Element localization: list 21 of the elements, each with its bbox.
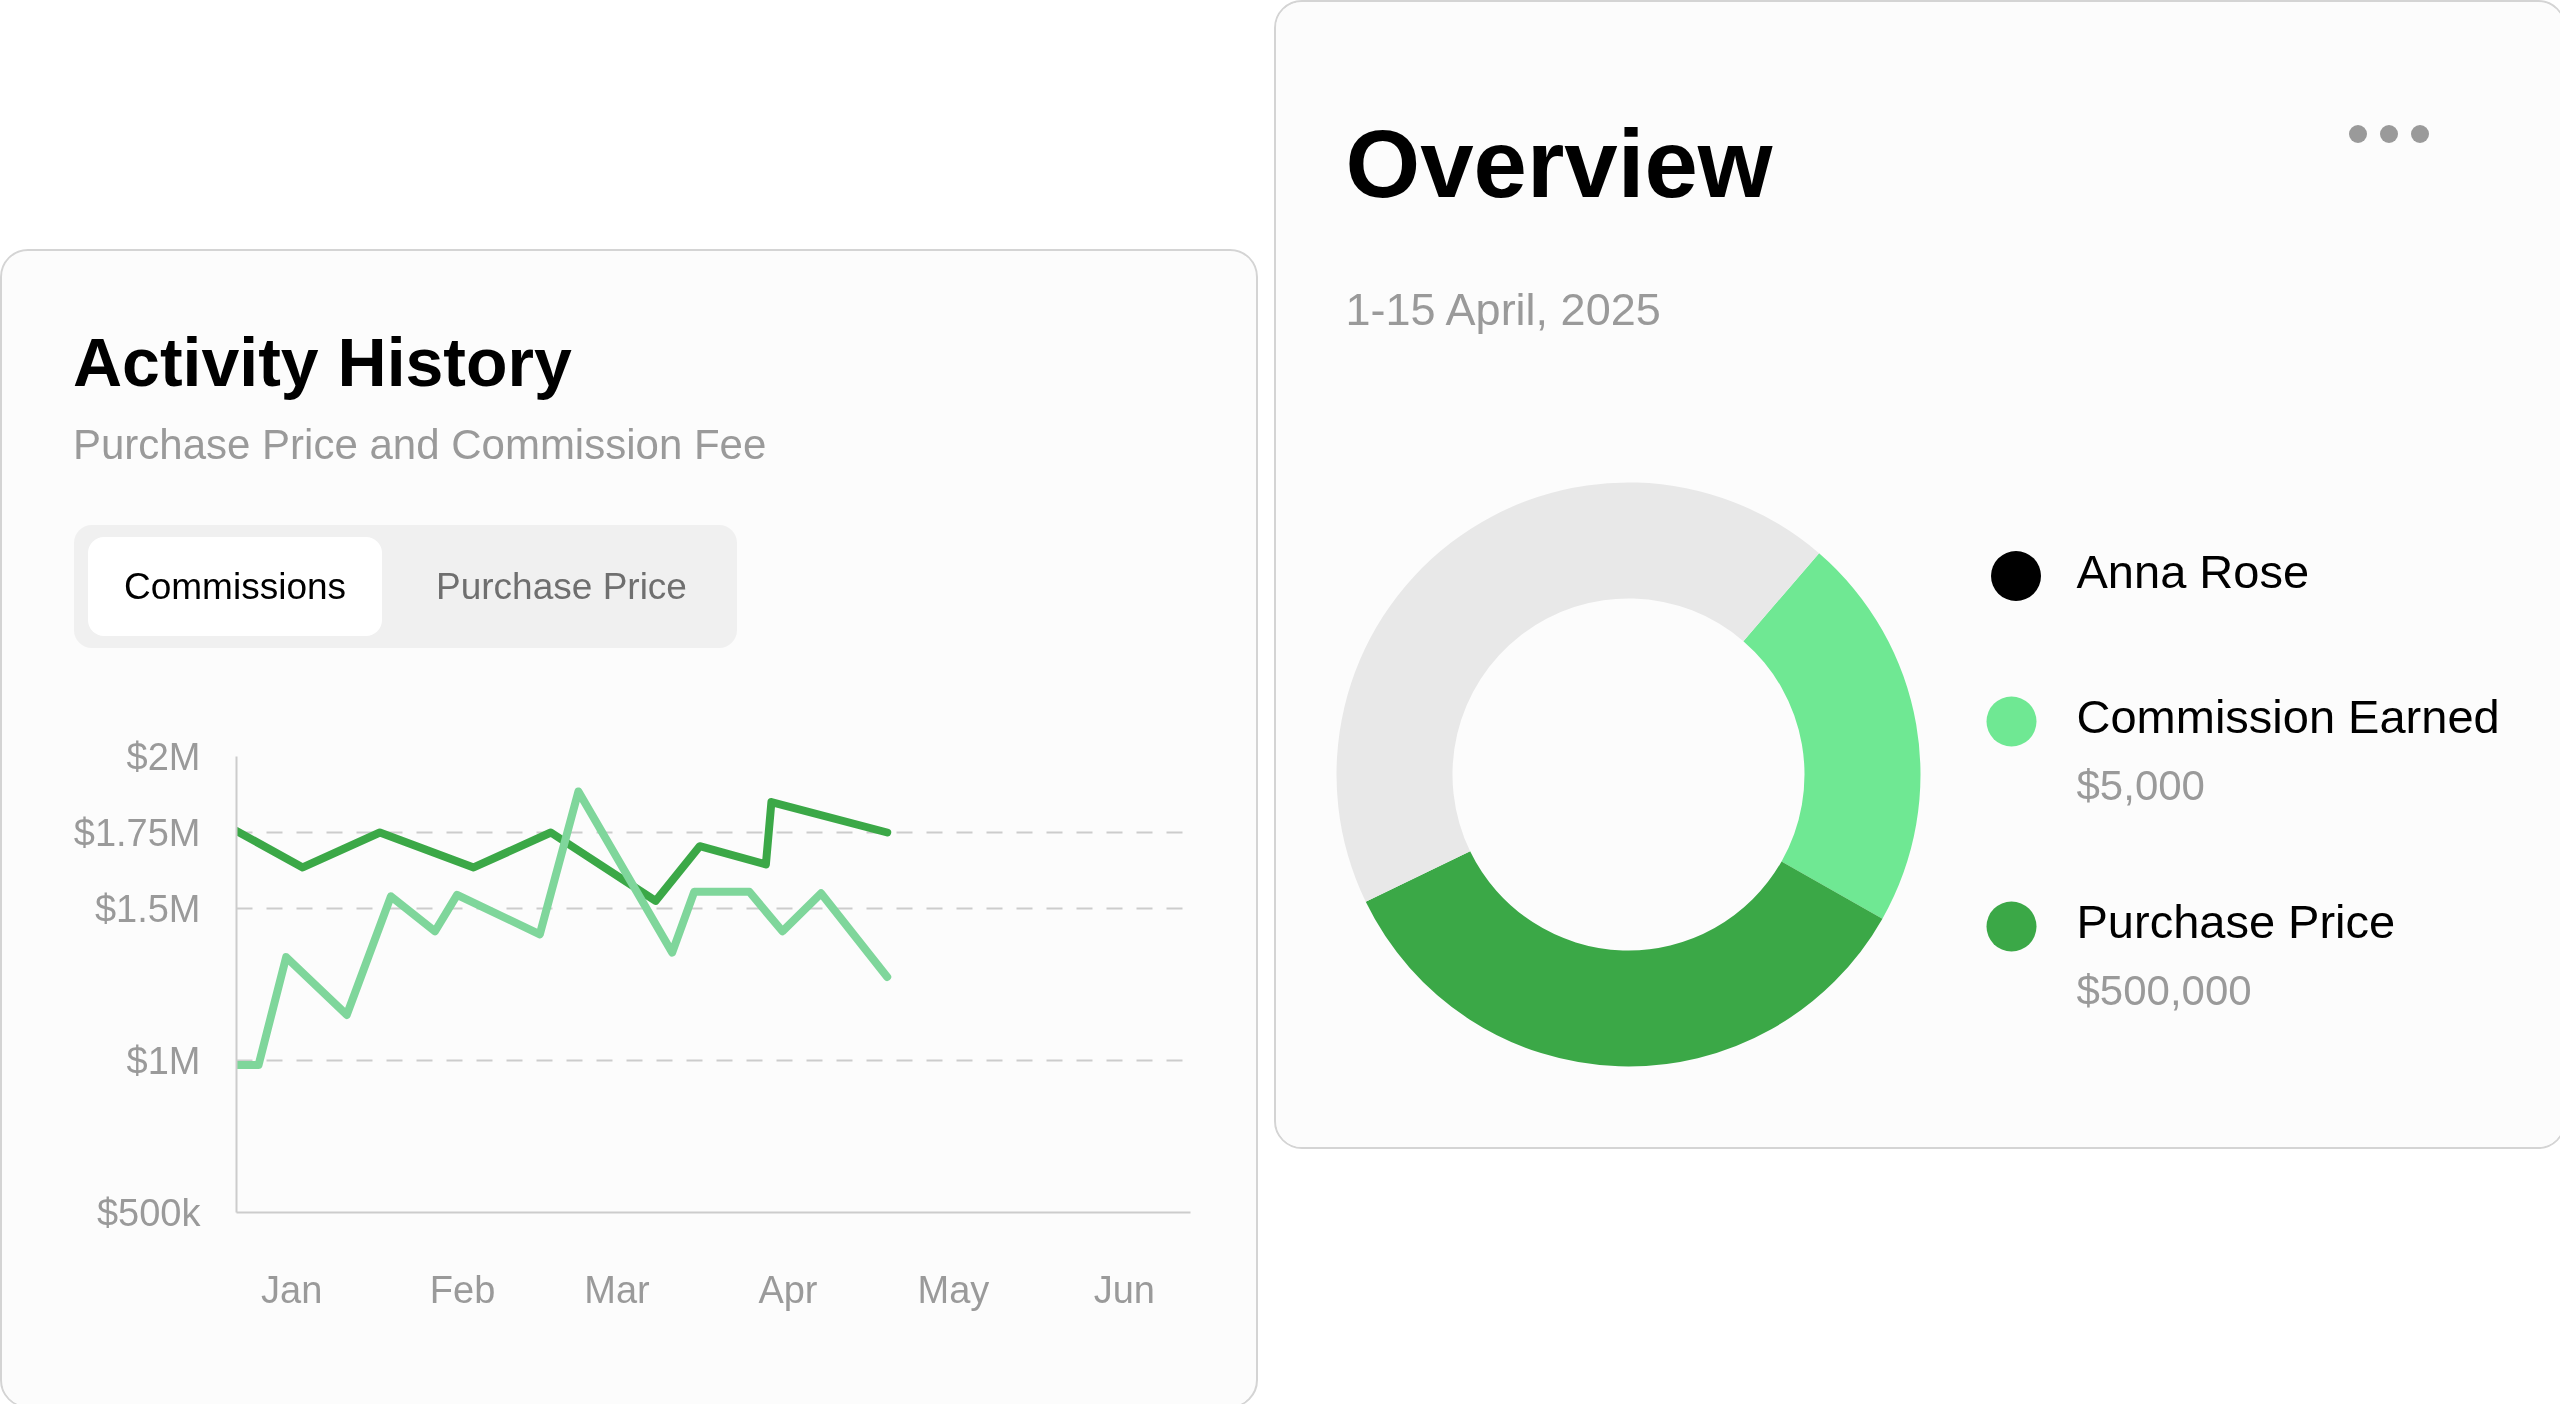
y-tick-label: $1M [126, 1039, 201, 1082]
legend-label: Commission Earned [2076, 690, 2500, 743]
chart-subtitle: 1-15 April, 2025 [1345, 284, 1661, 335]
chart-title: Activity History [73, 324, 572, 400]
y-tick-label: $1.5M [94, 887, 201, 930]
chart-subtitle: Purchase Price and Commission Fee [73, 421, 767, 468]
legend-title: Anna Rose [2076, 545, 2310, 598]
text: $500,000 [2076, 967, 2252, 1014]
tab: Commissions [88, 537, 383, 636]
x-tick-label: Feb [429, 1268, 496, 1311]
chart-title: Overview [1345, 110, 1773, 217]
y-tick-label: $2M [126, 735, 201, 778]
text: $5,000 [2076, 762, 2205, 809]
x-tick-label: Apr [758, 1268, 818, 1311]
legend-label: Purchase Price [2076, 895, 2396, 948]
y-tick-label: $500k [96, 1191, 202, 1234]
x-tick-label: Mar [584, 1268, 651, 1311]
y-tick-label: $1.75M [73, 811, 201, 854]
x-tick-label: Jun [1093, 1268, 1155, 1311]
x-tick-label: May [917, 1268, 990, 1311]
x-tick-label: Jan [261, 1268, 323, 1311]
